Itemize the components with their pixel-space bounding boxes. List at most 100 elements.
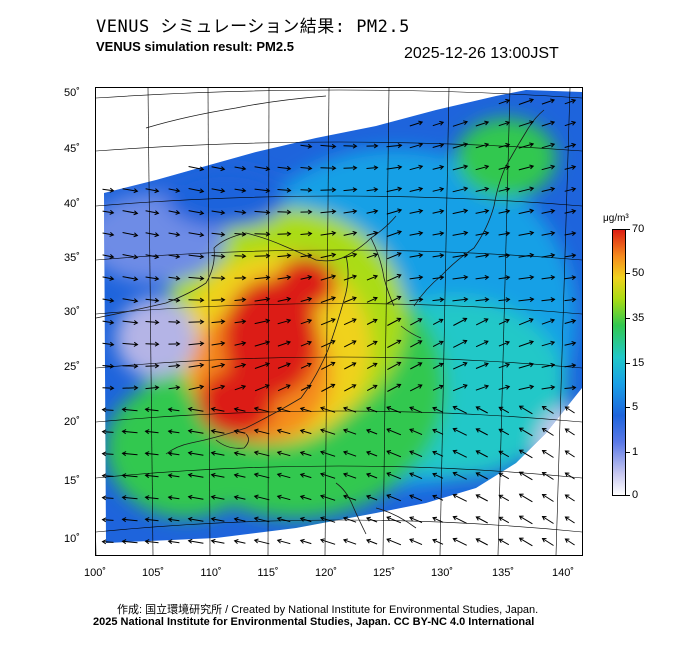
wind-arrow-shaft <box>211 364 225 368</box>
wind-arrow-head <box>571 318 577 324</box>
wind-arrow-head <box>144 517 150 523</box>
wind-arrow-head <box>319 406 325 412</box>
wind-arrow-head <box>452 493 458 499</box>
wind-arrow-shaft <box>542 538 554 546</box>
wind-arrow-head <box>265 231 271 237</box>
wind-arrow-head <box>167 539 173 545</box>
wind-arrow-head <box>286 296 292 302</box>
wind-arrow-head <box>432 428 438 434</box>
wind-arrow-head <box>372 318 378 324</box>
lon-label: 130˚ <box>430 567 454 579</box>
wind-arrow-shaft <box>145 452 159 456</box>
wind-arrow-head <box>276 472 282 478</box>
wind-arrow-head <box>109 363 115 369</box>
wind-arrow-head <box>529 142 535 148</box>
wind-arrow-shaft <box>519 537 533 547</box>
wind-arrow-head <box>564 516 570 521</box>
wind-arrow-head <box>452 515 458 521</box>
wind-arrow-head <box>571 297 577 303</box>
wind-arrow-head <box>417 340 423 345</box>
wind-arrow-shaft <box>102 431 114 433</box>
wind-arrow-head <box>439 297 445 303</box>
wind-arrow-shaft <box>188 254 204 258</box>
wind-arrow-shaft <box>541 210 555 214</box>
wind-arrow-head <box>265 166 271 172</box>
wind-arrow-shaft <box>168 496 180 500</box>
wind-arrow-shaft <box>564 298 576 302</box>
wind-arrow-head <box>484 120 490 126</box>
wind-arrow-shaft <box>122 298 138 302</box>
wind-arrow-head <box>498 450 504 456</box>
wind-arrow-shaft <box>366 340 378 348</box>
wind-arrow-shaft <box>409 276 423 280</box>
wind-arrow-head <box>307 165 313 171</box>
wind-arrow-head <box>220 253 226 259</box>
lon-label: 115˚ <box>257 567 279 579</box>
wind-arrow-head <box>154 363 160 369</box>
wind-arrow-shaft <box>476 516 488 524</box>
wind-arrow-shaft <box>432 144 444 148</box>
wind-arrow-shaft <box>564 232 576 236</box>
wind-arrow-head <box>366 494 371 500</box>
wind-arrow-head <box>452 471 458 477</box>
wind-arrow-shaft <box>254 539 270 545</box>
wind-arrow-head <box>373 143 379 149</box>
wind-arrow-shaft <box>453 450 467 458</box>
wind-arrow-head <box>518 449 524 454</box>
wind-arrow-shaft <box>541 341 555 347</box>
wind-arrow-shaft <box>188 342 204 346</box>
wind-arrow-shaft <box>211 452 225 456</box>
wind-arrow-shaft <box>518 254 534 258</box>
lon-label: 105˚ <box>141 567 165 579</box>
wind-arrow-shaft <box>386 472 402 480</box>
wind-arrow-head <box>154 188 160 194</box>
wind-arrow-shaft <box>542 472 554 480</box>
wind-arrow-shaft <box>168 518 180 522</box>
wind-arrow-head <box>306 384 312 390</box>
wind-arrow-head <box>386 538 392 543</box>
wind-arrow-head <box>518 471 524 476</box>
wind-arrow-head <box>505 384 511 390</box>
wind-arrow-shaft <box>343 210 357 214</box>
wind-arrow-shaft <box>300 451 312 457</box>
wind-arrow-head <box>241 253 247 259</box>
wind-arrow-shaft <box>453 428 467 436</box>
wind-arrow-head <box>417 318 423 323</box>
wind-arrow-head <box>253 494 259 500</box>
wind-arrow-head <box>505 98 511 104</box>
wind-arrow-shaft <box>541 276 555 280</box>
wind-arrow-shaft <box>145 276 159 280</box>
wind-arrow-shaft <box>211 430 225 434</box>
wind-arrow-shaft <box>432 451 444 457</box>
wind-arrow-head <box>253 538 259 544</box>
wind-arrow-shaft <box>475 254 489 258</box>
wind-arrow-head <box>571 142 577 148</box>
pm25-map <box>95 87 583 556</box>
lat-label: 50˚ <box>64 87 80 99</box>
wind-arrow-shaft <box>498 516 510 524</box>
wind-arrow-shaft <box>343 539 357 545</box>
wind-arrow-shaft <box>387 361 401 371</box>
wind-arrow-head <box>101 539 107 545</box>
wind-arrow-shaft <box>475 210 489 214</box>
wind-arrow-shaft <box>452 143 468 149</box>
wind-arrow-head <box>101 407 107 413</box>
wind-arrow-shaft <box>542 428 554 436</box>
wind-arrow-shaft <box>564 121 576 127</box>
wind-arrow-shaft <box>122 210 138 214</box>
wind-arrow-head <box>307 318 313 324</box>
wind-arrow-head <box>133 320 139 326</box>
colorbar-label: 5 <box>632 401 639 413</box>
wind-arrow-shaft <box>343 318 357 326</box>
wind-arrow-shaft <box>102 210 114 214</box>
wind-arrow-shaft <box>475 385 489 391</box>
wind-arrow-shaft <box>432 517 444 523</box>
wind-arrow-head <box>505 142 511 148</box>
wind-arrow-head <box>253 428 259 434</box>
wind-arrow-shaft <box>476 450 488 458</box>
pm25-field <box>104 90 582 543</box>
wind-arrow-shaft <box>542 450 554 458</box>
wind-arrow-shaft <box>102 497 114 499</box>
wind-arrow-shaft <box>277 384 291 392</box>
wind-arrow-head <box>233 407 239 412</box>
